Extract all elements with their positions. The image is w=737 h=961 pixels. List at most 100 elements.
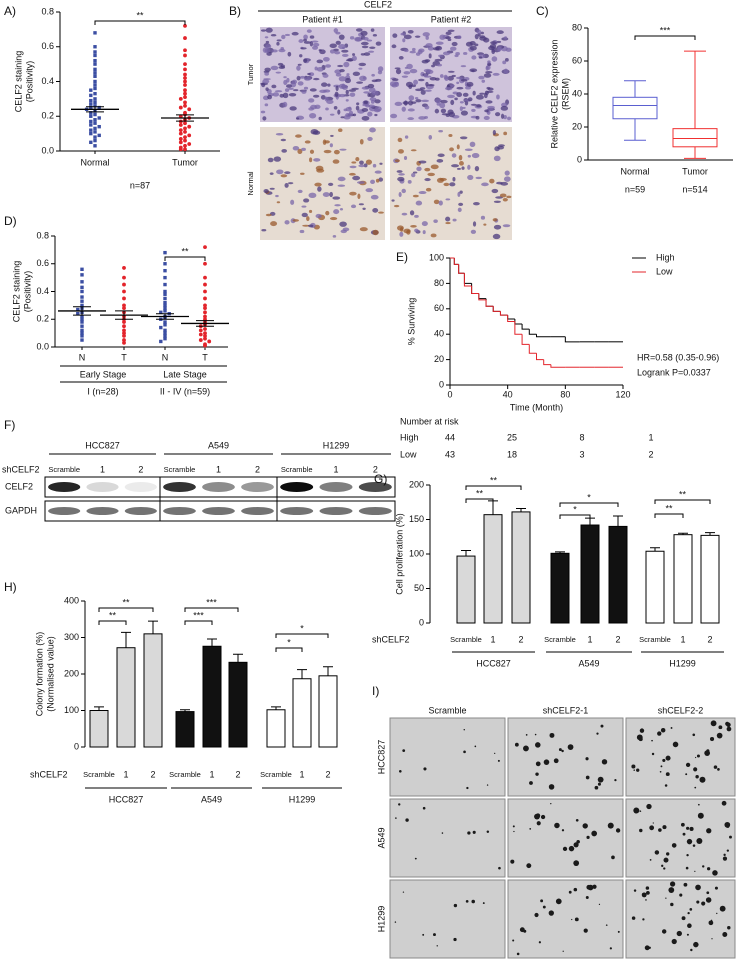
colony: [636, 734, 643, 741]
ihc-cell: [487, 105, 495, 110]
ihc-cell: [300, 47, 307, 50]
ihc-cell: [309, 88, 317, 92]
bar: [318, 675, 338, 748]
ihc-cell: [346, 73, 350, 76]
ihc-cell: [449, 147, 454, 152]
ihc-cell: [327, 83, 331, 87]
x-tick-label: T: [202, 352, 208, 362]
ihc-cell: [418, 160, 427, 164]
x-tick-label: 1: [680, 634, 685, 644]
ihc-cell: [434, 58, 443, 62]
colony: [402, 749, 406, 752]
data-point: [93, 91, 97, 96]
colony: [649, 859, 652, 861]
ihc-cell: [362, 207, 366, 210]
ihc-cell: [329, 113, 335, 116]
ihc-cell: [309, 35, 315, 39]
ihc-cell: [333, 28, 339, 33]
ihc-cell: [456, 167, 461, 170]
colony: [548, 910, 554, 916]
ihc-cell: [263, 78, 271, 81]
error-bar: [650, 547, 660, 552]
data-point: [93, 144, 97, 148]
colony: [706, 891, 710, 895]
ihc-cell: [437, 153, 445, 158]
ihc-cell: [264, 72, 270, 76]
ihc-cell: [451, 153, 457, 158]
ihc-cell: [325, 64, 332, 68]
data-point: [183, 143, 187, 148]
data-point: [122, 324, 126, 329]
colony: [659, 770, 662, 773]
ihc-cell: [438, 54, 444, 58]
ihc-cell: [284, 183, 289, 188]
ihc-cell: [365, 188, 374, 193]
data-point: [198, 332, 203, 337]
ihc-cell: [297, 81, 304, 86]
ihc-cell: [292, 219, 299, 222]
ihc-cell: [339, 208, 344, 211]
colony: [594, 785, 599, 790]
ihc-cell: [448, 134, 453, 137]
data-point: [80, 273, 84, 277]
colony: [639, 810, 642, 813]
ihc-cell: [329, 49, 335, 54]
data-point: [93, 135, 97, 139]
ihc-cell: [359, 138, 364, 145]
ihc-cell: [474, 165, 480, 172]
data-point: [122, 306, 126, 311]
ihc-cell: [459, 101, 464, 104]
ihc-cell: [394, 101, 403, 106]
lane-label: Scramble: [48, 465, 80, 474]
data-point: [97, 116, 101, 120]
ihc-cell: [260, 29, 267, 32]
colony: [453, 903, 458, 908]
colony: [724, 821, 731, 828]
colony: [662, 758, 666, 763]
ihc-cell: [481, 79, 486, 83]
ihc-cell: [436, 63, 442, 67]
colony: [692, 733, 696, 737]
data-point: [93, 86, 97, 91]
ihc-cell: [421, 99, 429, 103]
survival-step: [463, 273, 472, 284]
colony: [694, 786, 697, 789]
ihc-cell: [397, 137, 403, 143]
ihc-cell: [499, 193, 507, 198]
survival-step: [521, 324, 530, 330]
ihc-cell: [316, 66, 324, 72]
ihc-cell: [502, 60, 507, 65]
colony: [615, 828, 621, 833]
ihc-cell: [273, 156, 282, 162]
colony: [534, 912, 539, 918]
ihc-cell: [497, 46, 502, 51]
data-point: [183, 88, 187, 93]
ihc-cell: [415, 200, 423, 206]
ihc-cell: [368, 104, 375, 108]
ihc-cell: [284, 171, 291, 175]
colony: [536, 821, 541, 826]
ihc-cell: [343, 115, 351, 120]
y-tick-label: 0.8: [36, 230, 49, 240]
data-point: [178, 140, 183, 145]
group-label: HCC827: [109, 794, 144, 804]
colony: [529, 781, 533, 785]
y-tick-label: 0.0: [36, 341, 49, 351]
colony: [555, 898, 562, 905]
ihc-cell: [321, 82, 328, 87]
data-point: [163, 296, 167, 301]
colony: [695, 756, 697, 759]
ihc-cell: [301, 90, 307, 94]
ihc-cell: [349, 191, 357, 196]
ihc-cell: [409, 68, 418, 74]
ihc-cell: [264, 103, 269, 107]
colony: [585, 757, 589, 761]
ihc-cell: [329, 191, 333, 198]
colony-image: [625, 717, 736, 797]
ihc-cell: [493, 155, 501, 162]
ihc-cell: [465, 86, 472, 90]
ihc-cell: [408, 100, 414, 106]
data-point: [80, 328, 84, 333]
ihc-cell: [439, 74, 444, 78]
